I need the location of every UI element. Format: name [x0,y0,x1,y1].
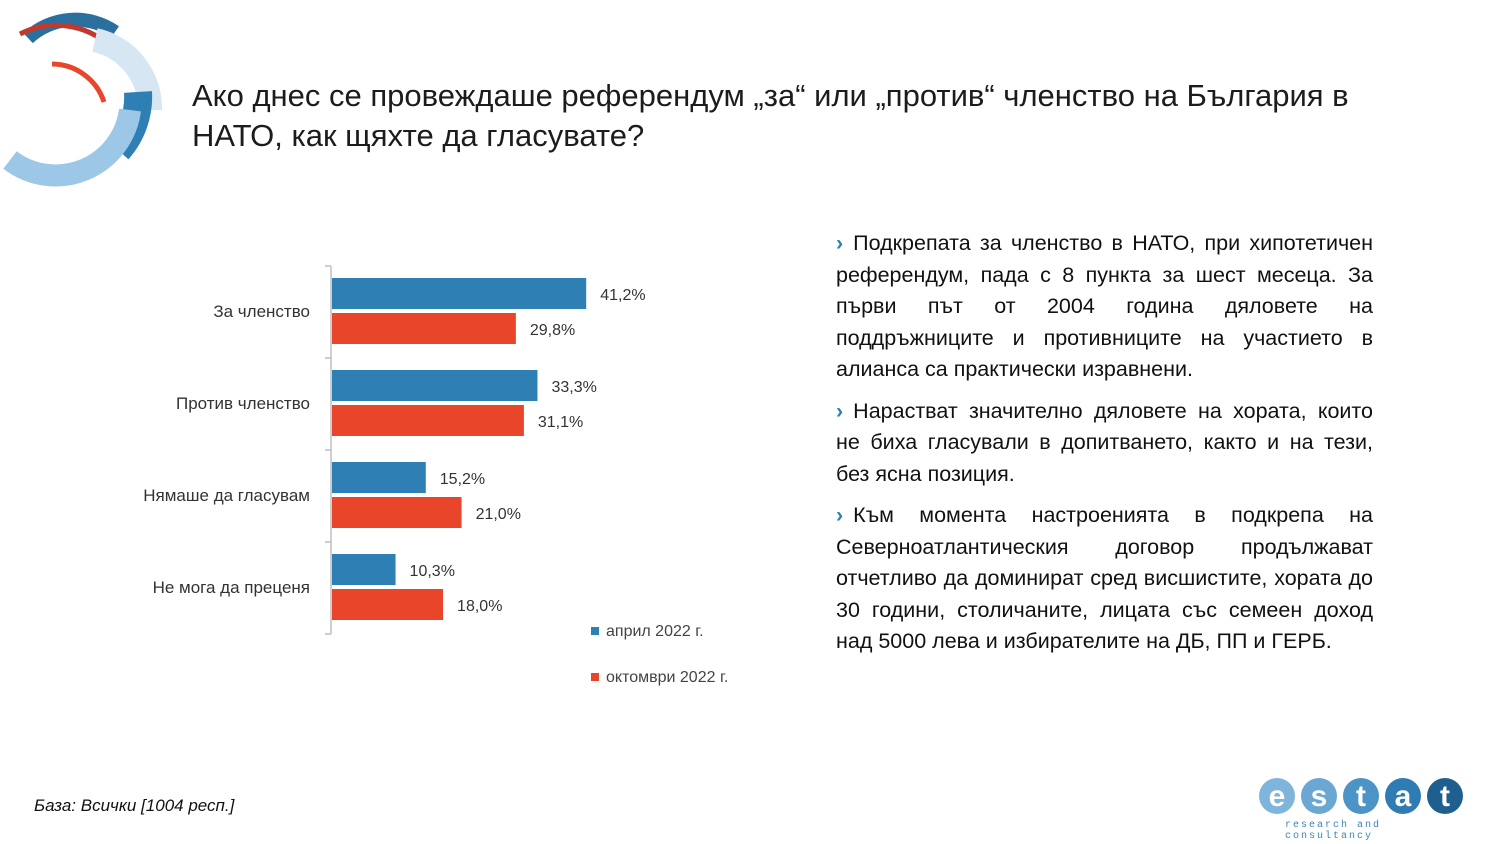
chevron-right-icon: › [836,231,844,255]
legend-swatch [591,627,599,635]
legend-label: април 2022 г. [606,623,704,640]
bar [332,554,396,585]
brand-letter: e [1269,780,1286,813]
category-label: За членство [213,302,310,321]
bullet-text: Нарастват значително дяловете на хората,… [836,398,1373,486]
bar [332,405,524,436]
brand-tagline: research and consultancy [1285,820,1382,842]
brand-letter: s [1311,780,1328,813]
bullet-text: Подкрепата за членство в НАТО, при хипот… [836,231,1373,381]
bullet-item: › Нарастват значително дяловете на хората… [836,396,1373,491]
bullet-list: › Подкрепата за членство в НАТО, при хипо… [836,228,1373,668]
data-label: 15,2% [440,471,485,488]
estat-wordmark: e s t a t [1259,778,1463,814]
bullet-item: › Подкрепата за членство в НАТО, при хипо… [836,228,1373,386]
legend-label: октомври 2022 г. [606,669,728,686]
bar [332,589,444,620]
category-label: Нямаше да гласувам [143,486,310,505]
data-label: 41,2% [600,287,645,304]
base-footnote: База: Всички [1004 респ.] [34,796,235,815]
bar [332,278,587,309]
data-label: 33,3% [551,379,596,396]
bar [332,370,538,401]
category-label: Против членство [176,394,310,413]
estat-logo: e s t a t research and consultancy [1255,770,1475,842]
category-label: Не мога да преценя [153,578,310,597]
brand-letter: a [1395,780,1412,813]
legend-swatch [591,673,599,681]
page-title: Ако днес се провеждаше референдум „за“ и… [192,78,1349,153]
bar [332,313,516,344]
brand-letter: t [1440,780,1450,813]
bar [332,462,426,493]
data-label: 29,8% [530,322,575,339]
data-label: 10,3% [410,563,455,580]
chevron-right-icon: › [836,503,844,527]
data-label: 21,0% [476,506,521,523]
corner-logo [3,12,162,187]
brand-letter: t [1356,780,1366,813]
data-label: 18,0% [457,598,502,615]
bullet-text: Към момента настроенията в подкрепа на С… [836,503,1373,653]
bar-chart: За членство 41,2% 29,8% Против членство 33,3… [143,265,728,686]
bar [332,497,462,528]
chevron-right-icon: › [836,398,844,423]
data-label: 31,1% [538,414,583,431]
bullet-item: › Към момента настроенията в подкрепа на … [836,500,1373,658]
